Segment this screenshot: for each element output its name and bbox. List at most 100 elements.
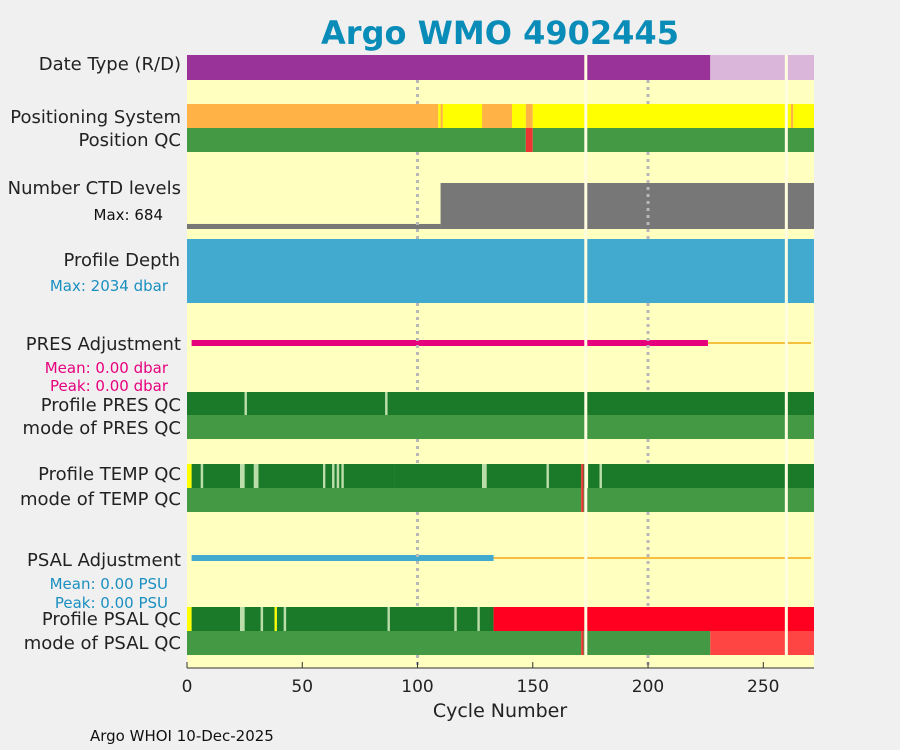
profile-temp-qc-segment [191, 464, 201, 488]
profile-psal-qc-segment [387, 607, 390, 631]
mode-psal-qc-segment [710, 631, 814, 655]
profile-temp-qc-segment [323, 464, 326, 488]
profile-psal-qc-segment [389, 607, 455, 631]
mode-temp-qc-segment [583, 488, 814, 512]
profile-psal-qc-segment [260, 607, 264, 631]
profile-psal-qc-segment [477, 607, 480, 631]
profile-depth-bar [187, 239, 814, 303]
positioning-system-segment [482, 104, 513, 128]
positioning-system-segment [440, 104, 443, 128]
date-type-segment [187, 55, 711, 80]
row-bands [187, 55, 814, 655]
profile-temp-qc-segment [341, 464, 344, 488]
profile-psal-qc-segment [244, 607, 261, 631]
profile-temp-qc-segment [253, 464, 259, 488]
profile-pres-qc-segment [244, 392, 247, 415]
profile-temp-qc-segment [334, 464, 337, 488]
missing-cycle-gap [584, 55, 588, 655]
positioning-system-segment [438, 104, 441, 128]
profile-temp-qc-segment [588, 464, 600, 488]
profile-psal-qc-segment [286, 607, 388, 631]
position-qc-segment [525, 128, 533, 152]
missing-cycle-gaps [584, 55, 788, 655]
mode-temp-qc-segment [581, 488, 584, 512]
ctd-levels-bar [187, 223, 441, 229]
positioning-system-segment [793, 104, 814, 128]
row-label-psal-adjustment: PSAL Adjustment [27, 550, 181, 571]
profile-temp-qc-segment [581, 464, 584, 488]
ctd-max-label: Max: 684 [94, 206, 163, 224]
row-label-ctd-levels: Number CTD levels [8, 178, 181, 199]
profile-temp-qc-segment [203, 464, 241, 488]
chart-title: Argo WMO 4902445 [321, 14, 679, 52]
footer-credit: Argo WHOI 10-Dec-2025 [90, 727, 274, 745]
x-tick-label: 0 [182, 677, 193, 697]
profile-temp-qc-segment [187, 464, 192, 488]
date-type-segment [710, 55, 814, 80]
positioning-system-segment [512, 104, 526, 128]
row-label-date-type: Date Type (R/D) [39, 54, 181, 75]
pres-peak-label: Peak: 0.00 dbar [50, 377, 169, 395]
row-label-profile-psal-qc: Profile PSAL QC [42, 609, 181, 630]
profile-psal-qc-segment [274, 607, 277, 631]
position-qc-segment [532, 128, 814, 152]
x-tick-label: 100 [401, 677, 433, 697]
profile-temp-qc-segment [548, 464, 582, 488]
profile-psal-qc-segment [283, 607, 287, 631]
depth-max-label: Max: 2034 dbar [50, 277, 169, 295]
row-label-mode-pres-qc: mode of PRES QC [23, 418, 181, 439]
x-axis: 0 50 100 150 200 250 [182, 662, 814, 697]
mode-psal-qc-segment [583, 631, 711, 655]
positioning-system-segment [790, 104, 794, 128]
profile-temp-qc-segment [258, 464, 324, 488]
profile-psal-qc-segment [191, 607, 241, 631]
row-label-position-qc: Position QC [78, 130, 181, 151]
x-tick-label: 150 [517, 677, 549, 697]
row-label-profile-temp-qc: Profile TEMP QC [38, 464, 181, 485]
profile-temp-qc-segment [325, 464, 333, 488]
profile-temp-qc-segment [200, 464, 204, 488]
profile-temp-qc-segment [244, 464, 254, 488]
row-label-profile-pres-qc: Profile PRES QC [41, 395, 181, 416]
positioning-system-segment [532, 104, 791, 128]
profile-pres-qc-segment [387, 392, 814, 415]
psal-mean-label: Mean: 0.00 PSU [50, 575, 168, 593]
mode-psal-qc-segment [581, 631, 584, 655]
profile-psal-qc-segment [479, 607, 494, 631]
profile-pres-qc-segment [187, 392, 245, 415]
positioning-system-segment [442, 104, 483, 128]
row-label-profile-depth: Profile Depth [63, 250, 180, 271]
profile-temp-qc-segment [599, 464, 602, 488]
profile-temp-qc-segment [601, 464, 814, 488]
profile-pres-qc-segment [385, 392, 388, 415]
profile-temp-qc-segment [546, 464, 549, 488]
positioning-system-segment [525, 104, 533, 128]
mode-temp-qc-segment [187, 488, 582, 512]
profile-temp-qc-segment [394, 464, 483, 488]
pres-mean-label: Mean: 0.00 dbar [45, 359, 169, 377]
mode-psal-qc-segment [187, 631, 582, 655]
profile-psal-qc-segment [456, 607, 478, 631]
profile-temp-qc-segment [336, 464, 340, 488]
plot-background [187, 55, 814, 668]
ctd-levels-bar [440, 183, 814, 229]
x-tick-label: 200 [632, 677, 664, 697]
profile-temp-qc-segment [482, 464, 487, 488]
x-tick-label: 50 [291, 677, 313, 697]
row-label-mode-psal-qc: mode of PSAL QC [24, 633, 181, 654]
profile-psal-qc-segment [240, 607, 245, 631]
profile-psal-qc-segment [276, 607, 284, 631]
x-tick-label: 250 [747, 677, 779, 697]
profile-temp-qc-segment [332, 464, 335, 488]
profile-pres-qc-segment [246, 392, 386, 415]
profile-temp-qc-segment [486, 464, 547, 488]
profile-psal-qc-segment [454, 607, 457, 631]
profile-temp-qc-segment [339, 464, 342, 488]
profile-psal-qc-segment [263, 607, 275, 631]
profile-temp-qc-segment [240, 464, 245, 488]
profile-psal-qc-segment [493, 607, 814, 631]
row-label-positioning-system: Positioning System [10, 107, 181, 128]
x-axis-label: Cycle Number [433, 700, 567, 722]
profile-temp-qc-segment [343, 464, 395, 488]
